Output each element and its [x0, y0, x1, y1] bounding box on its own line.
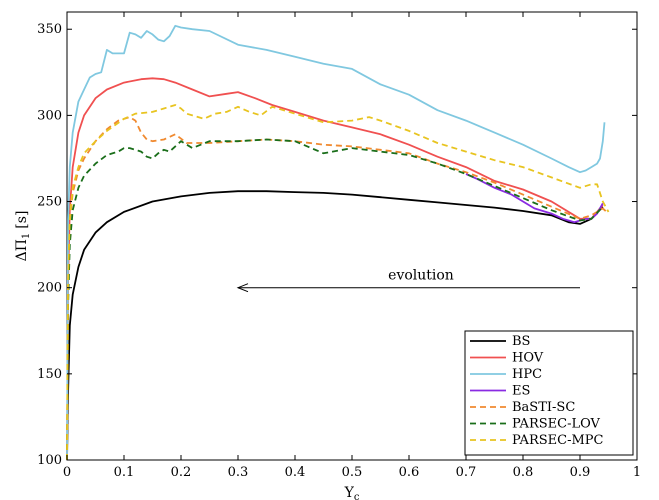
series-line-hpc	[66, 24, 606, 461]
x-tick-label: 0.1	[114, 465, 135, 480]
evolution-arrow-head	[236, 283, 249, 293]
y-tick-label: 300	[37, 108, 62, 123]
y-tick-label: 200	[37, 281, 62, 296]
x-axis-label: Yc	[344, 485, 360, 500]
legend-label-parsec-mpc: PARSEC-MPC	[512, 433, 604, 448]
legend-label-es: ES	[512, 384, 530, 399]
x-axis-label-main: Y	[344, 485, 355, 500]
series-line-hov	[66, 77, 604, 461]
y-axis-label: ΔΠ1 [s]	[14, 211, 32, 262]
series-line-bs	[66, 190, 604, 461]
svg-text:Yc: Yc	[344, 485, 360, 500]
legend-label-bs: BS	[512, 334, 530, 349]
legend-label-hov: HOV	[512, 351, 544, 366]
x-tick-label: 0.8	[513, 465, 534, 480]
x-tick-label: 0.6	[399, 465, 420, 480]
y-axis-label-sub: 1	[21, 233, 32, 239]
legend-label-basti-sc: BaSTI-SC	[512, 400, 575, 415]
y-axis-label-unit: [s]	[14, 211, 30, 229]
y-tick-label: 250	[37, 195, 62, 210]
x-tick-label: 0.7	[456, 465, 477, 480]
x-tick-label: 1	[633, 465, 641, 480]
y-axis-label-main: ΔΠ	[14, 239, 30, 261]
x-tick-label: 0.5	[342, 465, 363, 480]
evolution-label: evolution	[388, 268, 454, 284]
ticks-layer: 0 0.1 0.2 0.3 0.4 0.5 0.6 0.7 0.8 0.9 1 100 150 200 25…	[37, 12, 641, 480]
legend-label-parsec-lov: PARSEC-LOV	[512, 417, 601, 432]
y-tick-label: 100	[37, 453, 62, 468]
x-tick-label: 0.2	[171, 465, 192, 480]
legend-box	[464, 330, 634, 456]
x-tick-label: 0.9	[570, 465, 591, 480]
series-line-es	[465, 173, 604, 224]
series-layer	[66, 24, 610, 461]
x-tick-label: 0	[63, 465, 71, 480]
svg-text:ΔΠ1[s]: ΔΠ1 [s]	[14, 211, 32, 262]
legend-label-hpc: HPC	[512, 367, 542, 382]
x-tick-label: 0.3	[228, 465, 249, 480]
x-axis-label-sub: c	[354, 492, 360, 500]
series-line-parsec-mpc	[66, 104, 610, 461]
y-tick-label: 350	[37, 22, 62, 37]
y-tick-label: 150	[37, 367, 62, 382]
evolution-annotation: evolution	[236, 268, 580, 293]
x-tick-label: 0.4	[285, 465, 306, 480]
series-line-basti-sc	[66, 116, 610, 461]
series-line-parsec-lov	[66, 138, 604, 461]
